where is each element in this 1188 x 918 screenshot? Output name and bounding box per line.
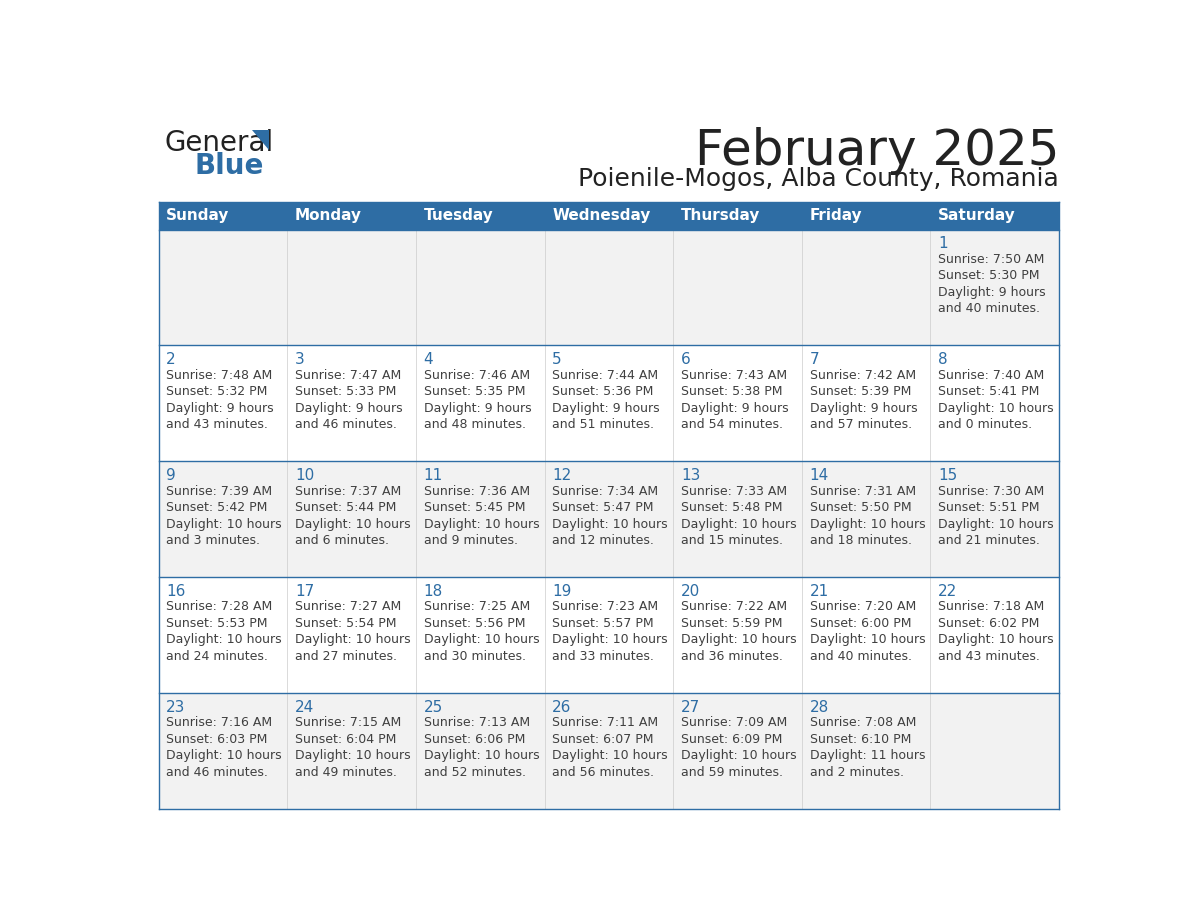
Text: 11: 11 [424, 467, 443, 483]
Text: Sunrise: 7:46 AM
Sunset: 5:35 PM
Daylight: 9 hours
and 48 minutes.: Sunrise: 7:46 AM Sunset: 5:35 PM Dayligh… [424, 368, 531, 431]
Text: 9: 9 [166, 467, 176, 483]
Text: Sunrise: 7:42 AM
Sunset: 5:39 PM
Daylight: 9 hours
and 57 minutes.: Sunrise: 7:42 AM Sunset: 5:39 PM Dayligh… [809, 368, 917, 431]
Text: Sunrise: 7:44 AM
Sunset: 5:36 PM
Daylight: 9 hours
and 51 minutes.: Sunrise: 7:44 AM Sunset: 5:36 PM Dayligh… [552, 368, 659, 431]
Text: Sunrise: 7:43 AM
Sunset: 5:38 PM
Daylight: 9 hours
and 54 minutes.: Sunrise: 7:43 AM Sunset: 5:38 PM Dayligh… [681, 368, 789, 431]
Text: 28: 28 [809, 700, 829, 714]
Text: 27: 27 [681, 700, 700, 714]
Text: Sunrise: 7:36 AM
Sunset: 5:45 PM
Daylight: 10 hours
and 9 minutes.: Sunrise: 7:36 AM Sunset: 5:45 PM Dayligh… [424, 485, 539, 547]
Text: Sunrise: 7:08 AM
Sunset: 6:10 PM
Daylight: 11 hours
and 2 minutes.: Sunrise: 7:08 AM Sunset: 6:10 PM Dayligh… [809, 716, 925, 779]
Text: Sunrise: 7:47 AM
Sunset: 5:33 PM
Daylight: 9 hours
and 46 minutes.: Sunrise: 7:47 AM Sunset: 5:33 PM Dayligh… [295, 368, 403, 431]
Text: Sunrise: 7:37 AM
Sunset: 5:44 PM
Daylight: 10 hours
and 6 minutes.: Sunrise: 7:37 AM Sunset: 5:44 PM Dayligh… [295, 485, 411, 547]
Text: Blue: Blue [194, 151, 264, 180]
Text: 21: 21 [809, 584, 829, 599]
Text: 19: 19 [552, 584, 571, 599]
Text: Sunrise: 7:31 AM
Sunset: 5:50 PM
Daylight: 10 hours
and 18 minutes.: Sunrise: 7:31 AM Sunset: 5:50 PM Dayligh… [809, 485, 925, 547]
Text: Tuesday: Tuesday [424, 208, 493, 223]
Text: February 2025: February 2025 [695, 127, 1060, 175]
Text: 16: 16 [166, 584, 185, 599]
Bar [158, 577, 1060, 693]
Text: Thursday: Thursday [681, 208, 760, 223]
Text: 6: 6 [681, 352, 690, 366]
Text: Sunrise: 7:13 AM
Sunset: 6:06 PM
Daylight: 10 hours
and 52 minutes.: Sunrise: 7:13 AM Sunset: 6:06 PM Dayligh… [424, 716, 539, 779]
Text: Sunrise: 7:28 AM
Sunset: 5:53 PM
Daylight: 10 hours
and 24 minutes.: Sunrise: 7:28 AM Sunset: 5:53 PM Dayligh… [166, 600, 282, 663]
Text: 8: 8 [939, 352, 948, 366]
Text: Sunrise: 7:15 AM
Sunset: 6:04 PM
Daylight: 10 hours
and 49 minutes.: Sunrise: 7:15 AM Sunset: 6:04 PM Dayligh… [295, 716, 411, 779]
Text: Sunday: Sunday [166, 208, 229, 223]
Text: 1: 1 [939, 236, 948, 251]
Text: Sunrise: 7:48 AM
Sunset: 5:32 PM
Daylight: 9 hours
and 43 minutes.: Sunrise: 7:48 AM Sunset: 5:32 PM Dayligh… [166, 368, 274, 431]
Text: 15: 15 [939, 467, 958, 483]
Text: 23: 23 [166, 700, 185, 714]
Text: Sunrise: 7:18 AM
Sunset: 6:02 PM
Daylight: 10 hours
and 43 minutes.: Sunrise: 7:18 AM Sunset: 6:02 PM Dayligh… [939, 600, 1054, 663]
Text: Wednesday: Wednesday [552, 208, 651, 223]
Text: Monday: Monday [295, 208, 362, 223]
Bar [158, 230, 1060, 345]
Text: Sunrise: 7:22 AM
Sunset: 5:59 PM
Daylight: 10 hours
and 36 minutes.: Sunrise: 7:22 AM Sunset: 5:59 PM Dayligh… [681, 600, 796, 663]
Text: Sunrise: 7:20 AM
Sunset: 6:00 PM
Daylight: 10 hours
and 40 minutes.: Sunrise: 7:20 AM Sunset: 6:00 PM Dayligh… [809, 600, 925, 663]
Text: Sunrise: 7:11 AM
Sunset: 6:07 PM
Daylight: 10 hours
and 56 minutes.: Sunrise: 7:11 AM Sunset: 6:07 PM Dayligh… [552, 716, 668, 779]
Text: Sunrise: 7:40 AM
Sunset: 5:41 PM
Daylight: 10 hours
and 0 minutes.: Sunrise: 7:40 AM Sunset: 5:41 PM Dayligh… [939, 368, 1054, 431]
Text: 14: 14 [809, 467, 829, 483]
Text: 24: 24 [295, 700, 314, 714]
Bar [158, 462, 1060, 577]
Text: 25: 25 [424, 700, 443, 714]
Text: Sunrise: 7:33 AM
Sunset: 5:48 PM
Daylight: 10 hours
and 15 minutes.: Sunrise: 7:33 AM Sunset: 5:48 PM Dayligh… [681, 485, 796, 547]
Text: 13: 13 [681, 467, 700, 483]
Text: 2: 2 [166, 352, 176, 366]
Bar [158, 345, 1060, 462]
Text: Sunrise: 7:39 AM
Sunset: 5:42 PM
Daylight: 10 hours
and 3 minutes.: Sunrise: 7:39 AM Sunset: 5:42 PM Dayligh… [166, 485, 282, 547]
Text: General: General [165, 129, 274, 157]
Polygon shape [252, 130, 270, 151]
Text: Sunrise: 7:25 AM
Sunset: 5:56 PM
Daylight: 10 hours
and 30 minutes.: Sunrise: 7:25 AM Sunset: 5:56 PM Dayligh… [424, 600, 539, 663]
Text: 12: 12 [552, 467, 571, 483]
Text: 22: 22 [939, 584, 958, 599]
Text: Friday: Friday [809, 208, 862, 223]
Text: 18: 18 [424, 584, 443, 599]
Text: 17: 17 [295, 584, 314, 599]
Text: 10: 10 [295, 467, 314, 483]
Text: Saturday: Saturday [939, 208, 1016, 223]
Text: 3: 3 [295, 352, 305, 366]
Text: Sunrise: 7:34 AM
Sunset: 5:47 PM
Daylight: 10 hours
and 12 minutes.: Sunrise: 7:34 AM Sunset: 5:47 PM Dayligh… [552, 485, 668, 547]
Text: 5: 5 [552, 352, 562, 366]
Text: Sunrise: 7:27 AM
Sunset: 5:54 PM
Daylight: 10 hours
and 27 minutes.: Sunrise: 7:27 AM Sunset: 5:54 PM Dayligh… [295, 600, 411, 663]
Text: 7: 7 [809, 352, 820, 366]
Text: 4: 4 [424, 352, 434, 366]
Bar [158, 202, 1060, 230]
Text: Sunrise: 7:30 AM
Sunset: 5:51 PM
Daylight: 10 hours
and 21 minutes.: Sunrise: 7:30 AM Sunset: 5:51 PM Dayligh… [939, 485, 1054, 547]
Text: Sunrise: 7:09 AM
Sunset: 6:09 PM
Daylight: 10 hours
and 59 minutes.: Sunrise: 7:09 AM Sunset: 6:09 PM Dayligh… [681, 716, 796, 779]
Text: Sunrise: 7:23 AM
Sunset: 5:57 PM
Daylight: 10 hours
and 33 minutes.: Sunrise: 7:23 AM Sunset: 5:57 PM Dayligh… [552, 600, 668, 663]
Text: 20: 20 [681, 584, 700, 599]
Text: Sunrise: 7:16 AM
Sunset: 6:03 PM
Daylight: 10 hours
and 46 minutes.: Sunrise: 7:16 AM Sunset: 6:03 PM Dayligh… [166, 716, 282, 779]
Text: Poienile-Mogos, Alba County, Romania: Poienile-Mogos, Alba County, Romania [579, 167, 1060, 191]
Bar [158, 693, 1060, 810]
Text: 26: 26 [552, 700, 571, 714]
Text: Sunrise: 7:50 AM
Sunset: 5:30 PM
Daylight: 9 hours
and 40 minutes.: Sunrise: 7:50 AM Sunset: 5:30 PM Dayligh… [939, 252, 1045, 315]
